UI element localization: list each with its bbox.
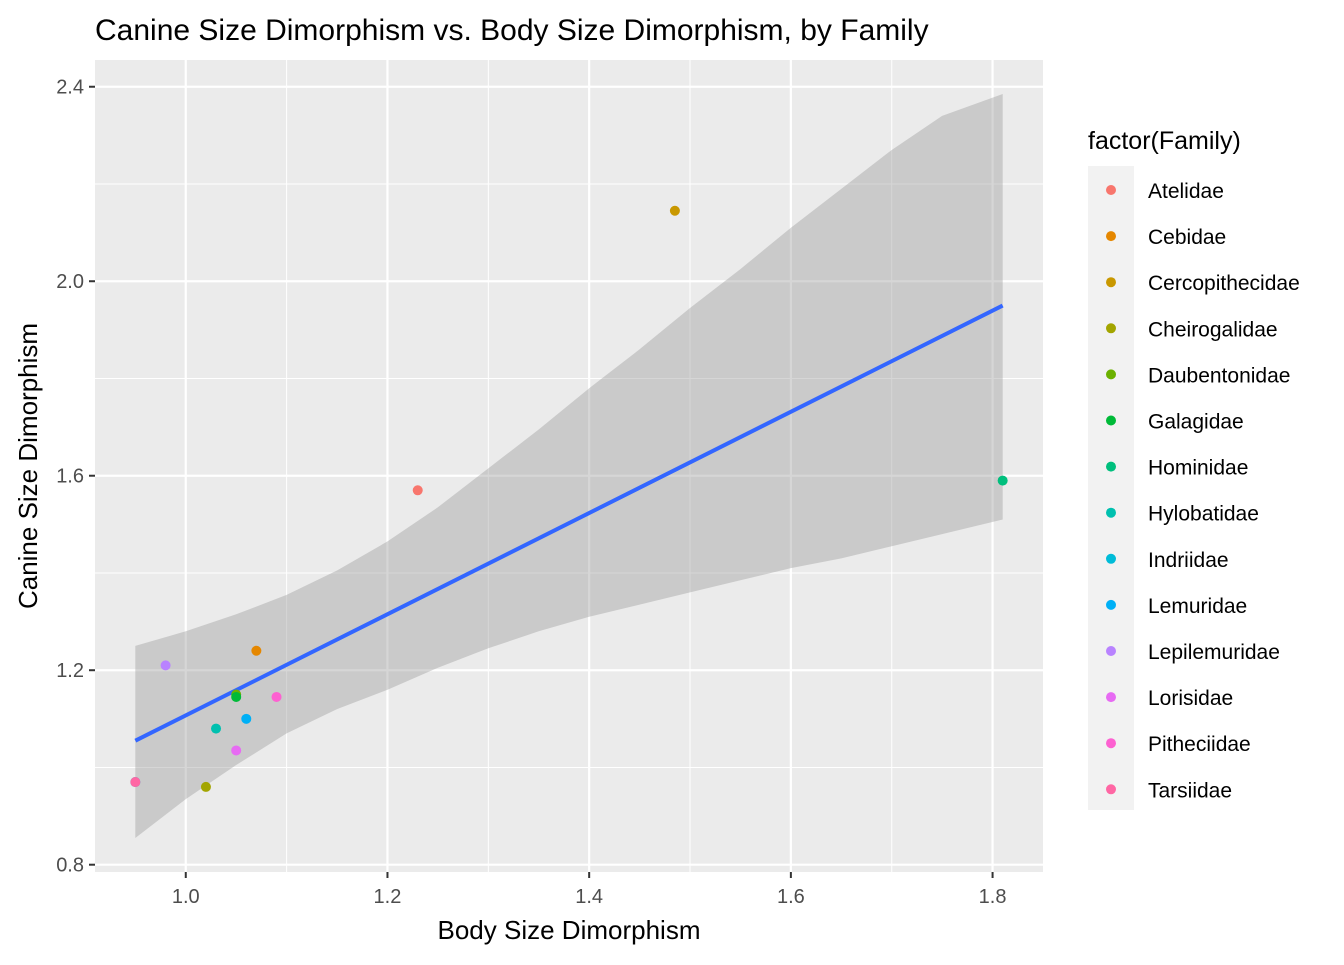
legend-key <box>1106 369 1116 380</box>
data-point <box>231 745 242 756</box>
legend-key <box>1106 599 1116 610</box>
legend-label: Atelidae <box>1148 180 1224 203</box>
fit-line <box>134 303 1004 743</box>
data-point <box>160 660 171 671</box>
data-point <box>251 645 262 656</box>
legend: factor(Family) Atelidae Cebidae Cercopithe… <box>1088 127 1300 810</box>
legend-key <box>1106 461 1116 472</box>
y-axis-label: Canine Size Dimorphism <box>13 323 43 609</box>
confidence-band-layer <box>135 94 1003 838</box>
x-tick-label: 1.4 <box>575 886 603 908</box>
x-tick-label: 1.8 <box>979 886 1007 908</box>
x-axis: 1.0 1.2 1.4 1.6 1.8 <box>172 872 1007 908</box>
data-point <box>412 485 423 496</box>
legend-key <box>1106 231 1116 242</box>
grid-major <box>95 60 1043 872</box>
data-point <box>271 691 282 702</box>
legend-key <box>1106 784 1116 795</box>
fit-line-layer <box>134 303 1004 743</box>
points-layer <box>130 205 1008 792</box>
legend-label: Galagidae <box>1148 411 1244 434</box>
legend-label: Tarsiidae <box>1148 779 1232 802</box>
data-point <box>211 723 222 734</box>
x-axis-label: Body Size Dimorphism <box>438 915 701 945</box>
legend-key <box>1106 692 1116 703</box>
legend-label: Hominidae <box>1148 457 1248 480</box>
legend-key <box>1106 507 1116 518</box>
x-tick-label: 1.0 <box>172 886 200 908</box>
legend-label: Pitheciidae <box>1148 733 1251 756</box>
legend-label: Lepilemuridae <box>1148 641 1280 664</box>
legend-key <box>1106 323 1116 334</box>
y-tick-label: 0.8 <box>56 855 84 877</box>
legend-key <box>1106 553 1116 564</box>
legend-key <box>1106 185 1116 195</box>
y-tick-label: 2.4 <box>56 77 84 99</box>
grid-minor <box>95 60 1043 872</box>
legend-label: Hylobatidae <box>1148 503 1259 526</box>
x-tick-label: 1.2 <box>374 886 402 908</box>
y-axis: 0.8 1.2 1.6 2.0 2.4 <box>56 77 95 877</box>
legend-key <box>1106 646 1116 656</box>
legend-label: Cebidae <box>1148 226 1226 249</box>
legend-key <box>1106 415 1116 426</box>
data-point <box>130 777 141 788</box>
y-tick-label: 1.2 <box>56 660 84 682</box>
data-point <box>241 713 252 724</box>
confidence-band <box>135 94 1003 838</box>
legend-label: Lorisidae <box>1148 687 1233 710</box>
legend-key <box>1106 277 1116 288</box>
legend-label: Cheirogalidae <box>1148 318 1278 341</box>
legend-key-background <box>1088 166 1134 810</box>
data-point <box>200 781 211 792</box>
x-tick-label: 1.6 <box>777 886 805 908</box>
plot-panel <box>95 60 1043 872</box>
legend-label: Lemuridae <box>1148 595 1247 618</box>
y-tick-label: 1.6 <box>56 466 84 488</box>
data-point <box>997 475 1008 486</box>
chart-title: Canine Size Dimorphism vs. Body Size Dim… <box>95 14 929 47</box>
legend-label: Cercopithecidae <box>1148 272 1300 295</box>
data-point <box>669 205 680 216</box>
legend-label: Daubentonidae <box>1148 364 1290 387</box>
data-point <box>231 691 242 702</box>
legend-title: factor(Family) <box>1088 127 1241 155</box>
legend-label: Indriidae <box>1148 549 1229 572</box>
legend-key <box>1106 738 1116 749</box>
y-tick-label: 2.0 <box>56 271 84 293</box>
legend-items: Atelidae Cebidae Cercopithecidae Cheirogali… <box>1106 180 1300 802</box>
